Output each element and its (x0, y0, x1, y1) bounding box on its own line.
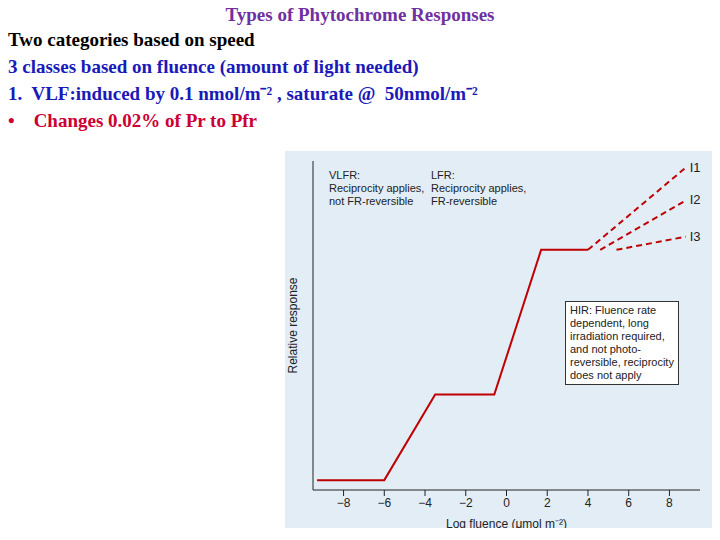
html-text:VLFR: Reciprocity applies, not: VLFR: Reciprocity applies, not FR-revers… (329, 169, 425, 207)
svg-text:0: 0 (503, 496, 510, 510)
svg-text:2: 2 (544, 496, 551, 510)
html-text:HIR: Fluence rate dependent, l: HIR: Fluence rate dependent, long irradi… (570, 304, 674, 381)
svg-text:Log fluence (μmol m⁻²): Log fluence (μmol m⁻²) (446, 517, 567, 528)
svg-text:I3: I3 (690, 229, 701, 244)
svg-text:I2: I2 (690, 192, 701, 207)
svg-text:−4: −4 (418, 496, 432, 510)
svg-text:I1: I1 (690, 160, 701, 175)
svg-text:−6: −6 (377, 496, 391, 510)
html-text:1. VLF:induced by 0.1 nmol/m⁻²: 1. VLF:induced by 0.1 nmol/m⁻² , saturat… (8, 83, 478, 104)
svg-text:6: 6 (625, 496, 632, 510)
svg-text:−2: −2 (459, 496, 473, 510)
svg-text:−8: −8 (337, 496, 351, 510)
html-text:3 classes based on fluence (am: 3 classes based on fluence (amount of li… (8, 56, 419, 77)
html-text:LFR: Reciprocity applies, FR-r: LFR: Reciprocity applies, FR-reversible (431, 169, 527, 207)
svg-text:Relative response: Relative response (286, 277, 300, 373)
html-text:Two categories based on speed: Two categories based on speed (8, 29, 255, 50)
svg-text:8: 8 (666, 496, 673, 510)
svg-text:4: 4 (585, 496, 592, 510)
html-text:Types of Phytochrome Responses: Types of Phytochrome Responses (225, 4, 495, 25)
html-text:• Changes 0.02% of Pr to Pfr: • Changes 0.02% of Pr to Pfr (8, 110, 258, 131)
